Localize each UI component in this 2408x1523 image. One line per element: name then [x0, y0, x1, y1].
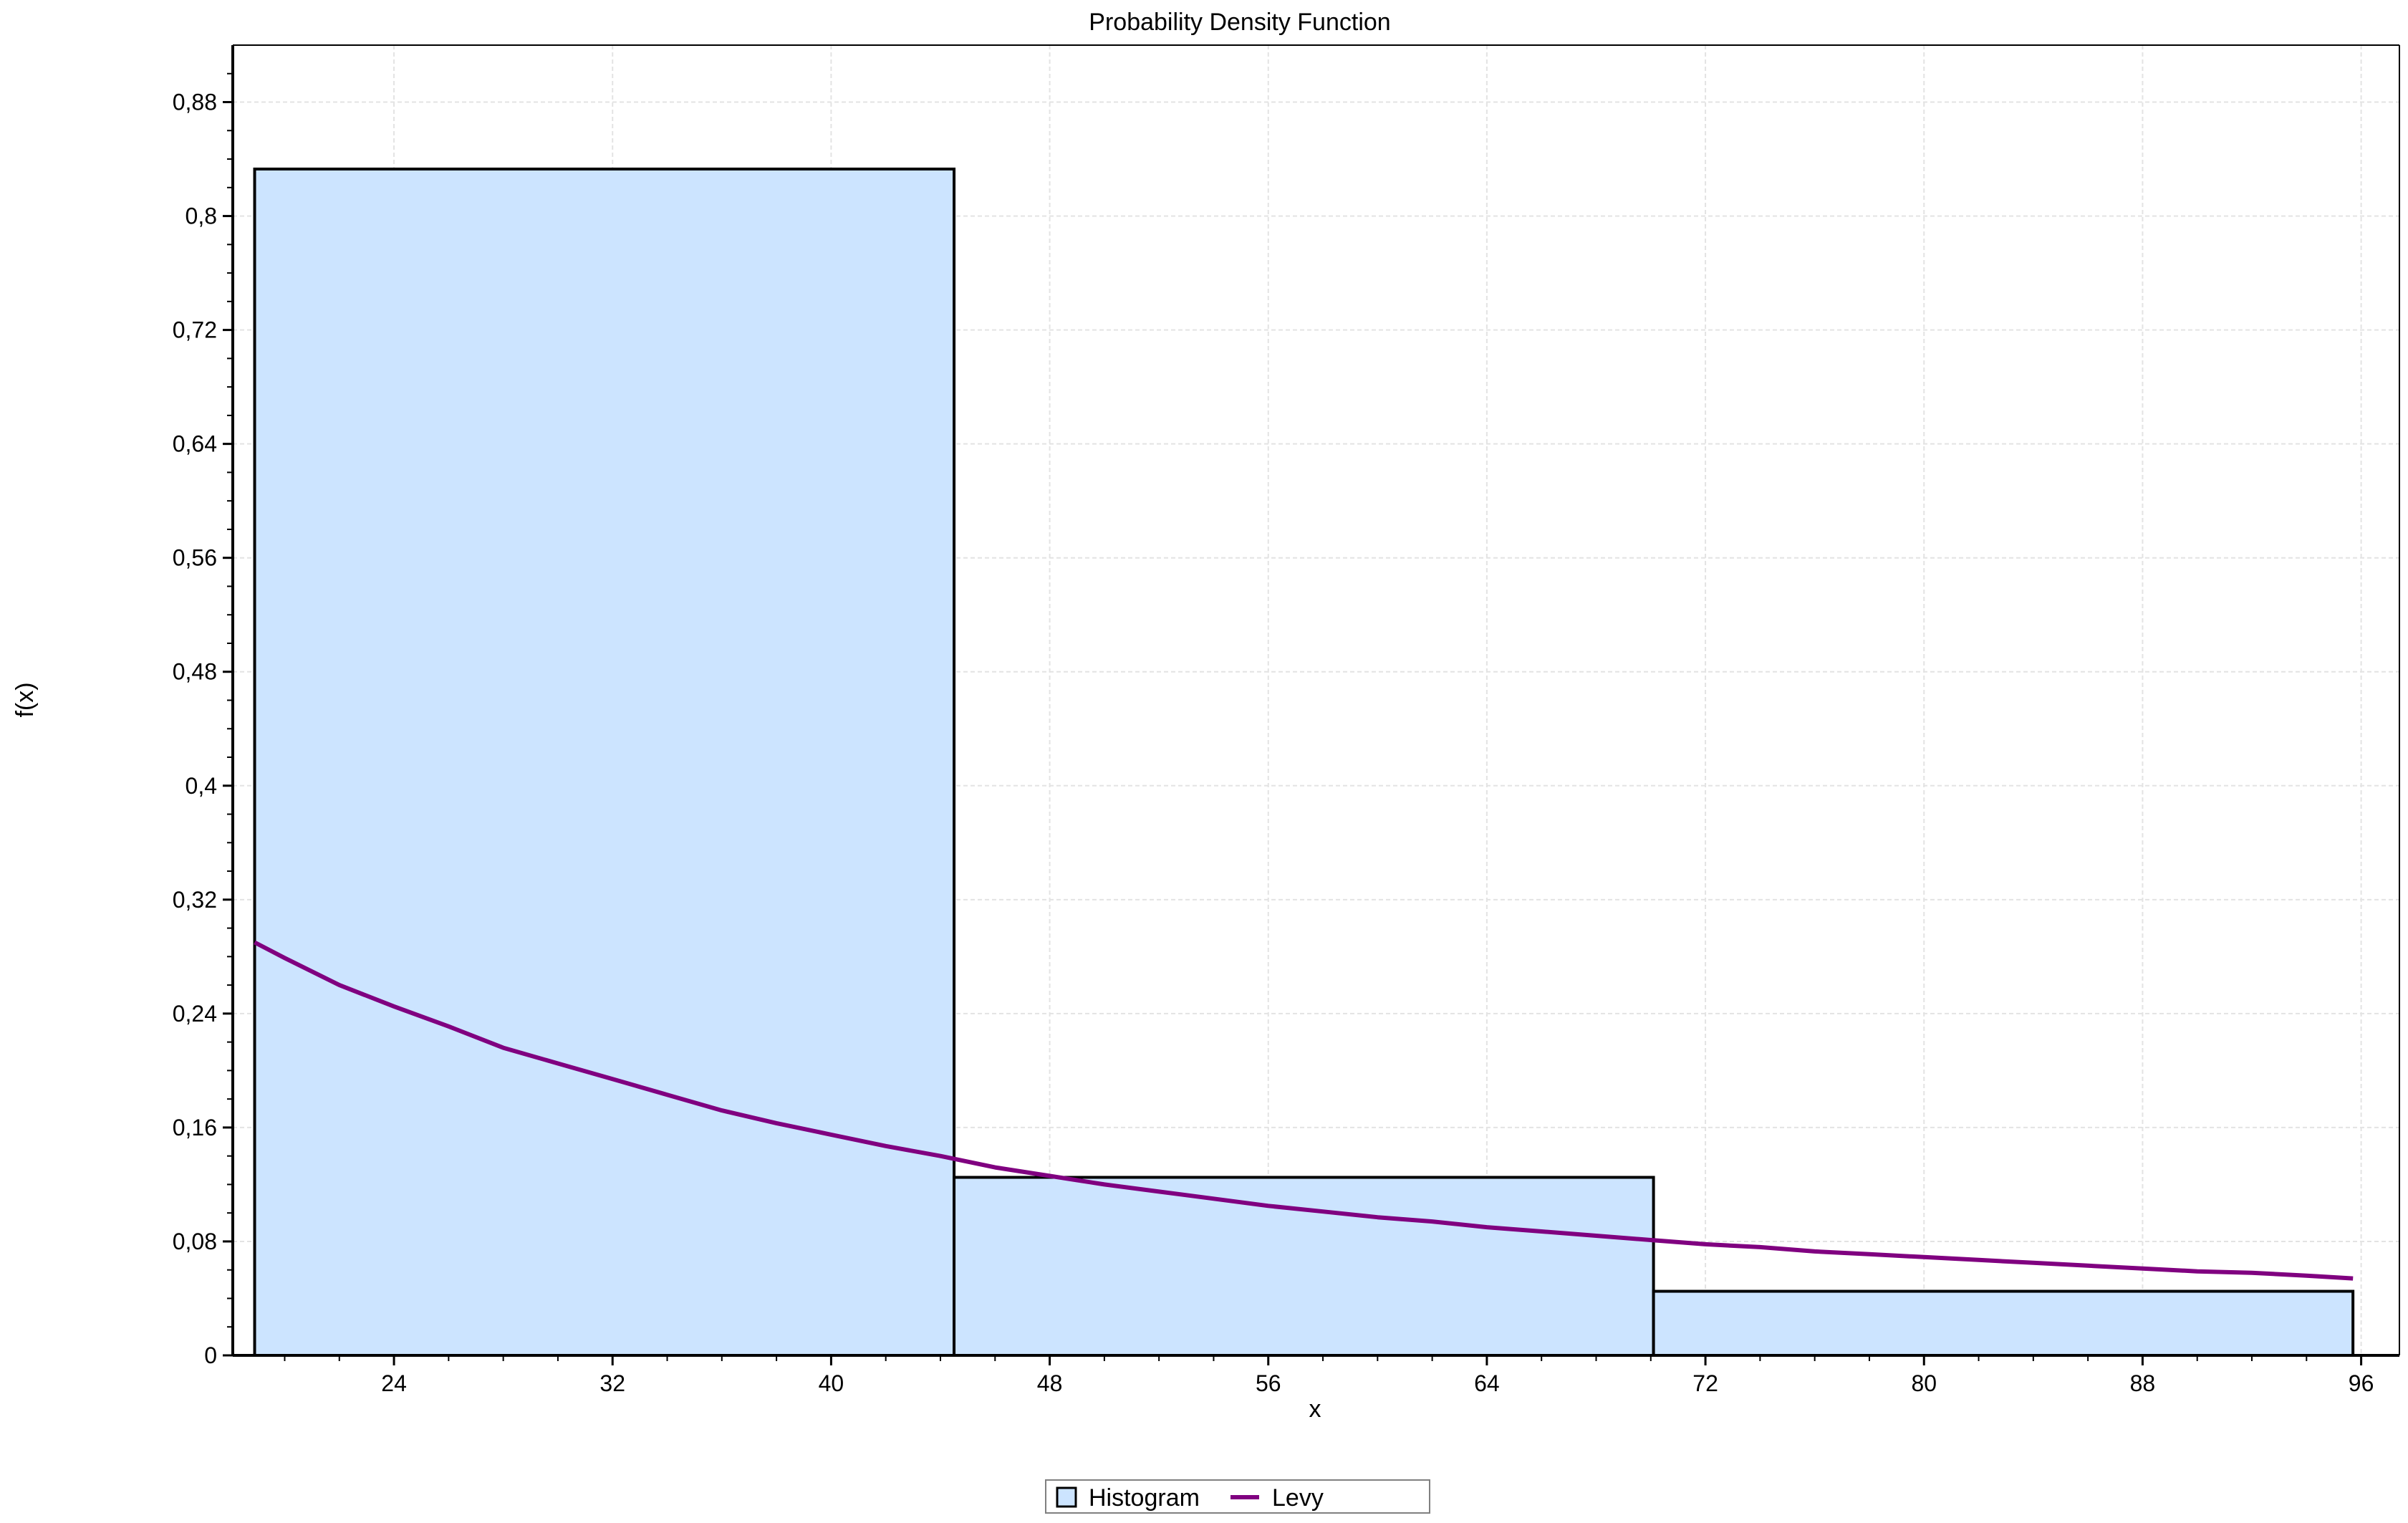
x-tick-label-2: 40 [819, 1370, 844, 1396]
y-axis-label: f(x) [11, 682, 39, 717]
histogram-bar-0 [253, 167, 956, 1357]
y-tick-label-7: 0,56 [173, 545, 217, 571]
y-tick-label-4: 0,32 [173, 887, 217, 913]
y-tick-label-2: 0,16 [173, 1115, 217, 1140]
x-tick-label-7: 80 [1911, 1370, 1937, 1396]
x-tick-label-0: 24 [381, 1370, 407, 1396]
x-tick-label-6: 72 [1692, 1370, 1718, 1396]
x-axis-label: x [1309, 1395, 1321, 1423]
x-tick-label-5: 64 [1474, 1370, 1500, 1396]
x-tick-label-9: 96 [2349, 1370, 2374, 1396]
x-tick-label-8: 88 [2130, 1370, 2156, 1396]
y-tick-label-6: 0,48 [173, 659, 217, 685]
y-tick-label-0: 0 [204, 1342, 217, 1368]
y-tick-label-9: 0,72 [173, 317, 217, 343]
y-tick-label-8: 0,64 [173, 431, 217, 457]
y-axis-ticks: 0 0,08 0,16 0,24 0,32 0,4 0,48 0,56 0,64 0,72 0,8 0… [173, 90, 233, 1368]
histogram-bar-1 [953, 1176, 1655, 1357]
x-tick-label-3: 48 [1037, 1370, 1063, 1396]
legend-histogram-label: Histogram [1089, 1484, 1200, 1512]
y-tick-label-5: 0,4 [186, 773, 217, 799]
levy-curve-layer [254, 940, 2354, 1281]
histogram-bar-2 [1652, 1289, 2355, 1358]
histogram-bars [253, 167, 2355, 1358]
levy-curve-line [254, 940, 2354, 1281]
y-tick-label-3: 0,24 [173, 1001, 217, 1027]
legend-levy-label: Levy [1272, 1484, 1324, 1512]
y-tick-label-11: 0,88 [173, 90, 217, 115]
legend-histogram-swatch [1056, 1486, 1077, 1508]
axes [227, 44, 2400, 1361]
legend: Histogram Levy [1045, 1479, 1430, 1514]
y-tick-label-1: 0,08 [173, 1229, 217, 1254]
x-axis-ticks: 24 32 40 48 56 64 72 80 88 96 [381, 1355, 2374, 1396]
chart-title: Probability Density Function [1089, 9, 1390, 36]
y-tick-label-10: 0,8 [186, 203, 217, 229]
x-tick-label-4: 56 [1256, 1370, 1281, 1396]
x-tick-label-1: 32 [599, 1370, 625, 1396]
